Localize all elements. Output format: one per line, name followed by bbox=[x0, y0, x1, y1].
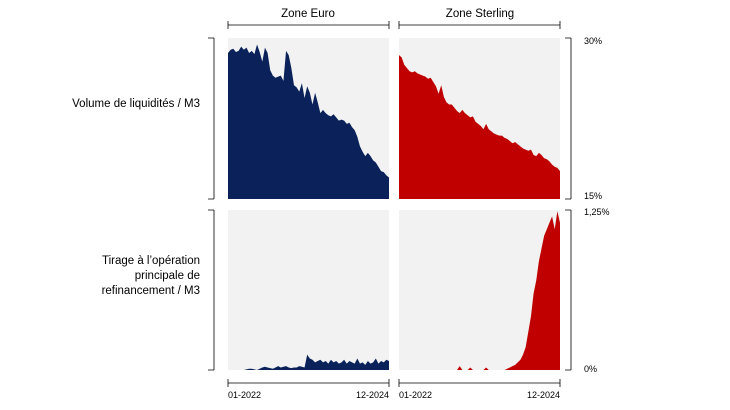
panel-bg-refinancing-euro bbox=[228, 210, 389, 370]
area-refinancing-sterling bbox=[399, 211, 560, 370]
x-tick-end-euro: 12-2024 bbox=[356, 390, 389, 400]
row-bracket-refinancing bbox=[208, 209, 215, 371]
y-tick-min-refinancing: 0% bbox=[584, 364, 597, 374]
area-liquidity-euro bbox=[228, 44, 389, 199]
column-title-euro: Zone Euro bbox=[281, 8, 335, 20]
area-liquidity-sterling bbox=[399, 55, 560, 199]
x-axis-sterling bbox=[398, 379, 561, 387]
column-bracket-sterling bbox=[398, 21, 561, 29]
row-label-refinancing: Tirage à l’opération principale de refin… bbox=[101, 255, 200, 297]
column-title-sterling: Zone Sterling bbox=[446, 8, 514, 20]
column-bracket-euro bbox=[227, 21, 390, 29]
x-tick-start-sterling: 01-2022 bbox=[399, 390, 432, 400]
row-bracket-liquidity bbox=[208, 37, 215, 200]
y-tick-max-refinancing: 1,25% bbox=[584, 207, 610, 217]
x-tick-end-sterling: 12-2024 bbox=[527, 390, 560, 400]
y-tick-min-liquidity: 15% bbox=[584, 191, 602, 201]
x-tick-start-euro: 01-2022 bbox=[228, 390, 261, 400]
y-axis-refinancing bbox=[565, 209, 572, 371]
row-label-liquidity: Volume de liquidités / M3 bbox=[72, 98, 200, 110]
x-axis-euro bbox=[227, 379, 390, 387]
y-axis-liquidity bbox=[565, 37, 572, 200]
y-tick-max-liquidity: 30% bbox=[584, 36, 602, 46]
area-refinancing-euro bbox=[228, 354, 389, 370]
